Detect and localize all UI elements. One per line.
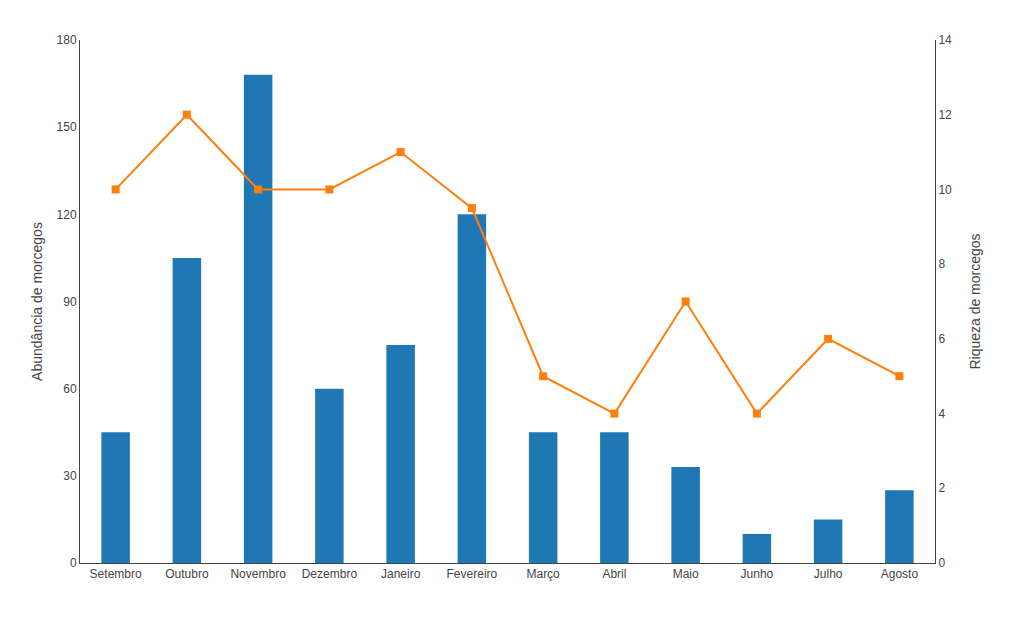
svg-text:10: 10 xyxy=(938,183,952,197)
svg-text:Abundância de morcegos: Abundância de morcegos xyxy=(29,222,45,381)
svg-text:90: 90 xyxy=(63,295,77,309)
svg-text:30: 30 xyxy=(63,469,77,483)
svg-text:Riqueza de morcegos: Riqueza de morcegos xyxy=(967,233,983,369)
svg-text:60: 60 xyxy=(63,382,77,396)
svg-text:2: 2 xyxy=(938,481,945,495)
svg-text:180: 180 xyxy=(57,33,77,47)
svg-text:Maio: Maio xyxy=(673,567,699,581)
svg-text:Dezembro: Dezembro xyxy=(302,567,358,581)
svg-text:150: 150 xyxy=(57,120,77,134)
svg-text:Janeiro: Janeiro xyxy=(381,567,421,581)
svg-text:Novembro: Novembro xyxy=(230,567,286,581)
svg-text:14: 14 xyxy=(938,33,952,47)
svg-text:6: 6 xyxy=(938,332,945,346)
svg-text:Outubro: Outubro xyxy=(165,567,209,581)
svg-text:Junho: Junho xyxy=(741,567,774,581)
svg-text:Março: Março xyxy=(526,567,560,581)
svg-text:Setembro: Setembro xyxy=(90,567,142,581)
svg-text:0: 0 xyxy=(70,556,77,570)
svg-text:4: 4 xyxy=(938,407,945,421)
svg-text:12: 12 xyxy=(938,108,952,122)
svg-text:Abril: Abril xyxy=(602,567,626,581)
svg-text:8: 8 xyxy=(938,257,945,271)
svg-text:120: 120 xyxy=(57,208,77,222)
svg-text:Julho: Julho xyxy=(814,567,843,581)
svg-text:Fevereiro: Fevereiro xyxy=(447,567,498,581)
svg-text:0: 0 xyxy=(938,556,945,570)
svg-text:Agosto: Agosto xyxy=(881,567,919,581)
